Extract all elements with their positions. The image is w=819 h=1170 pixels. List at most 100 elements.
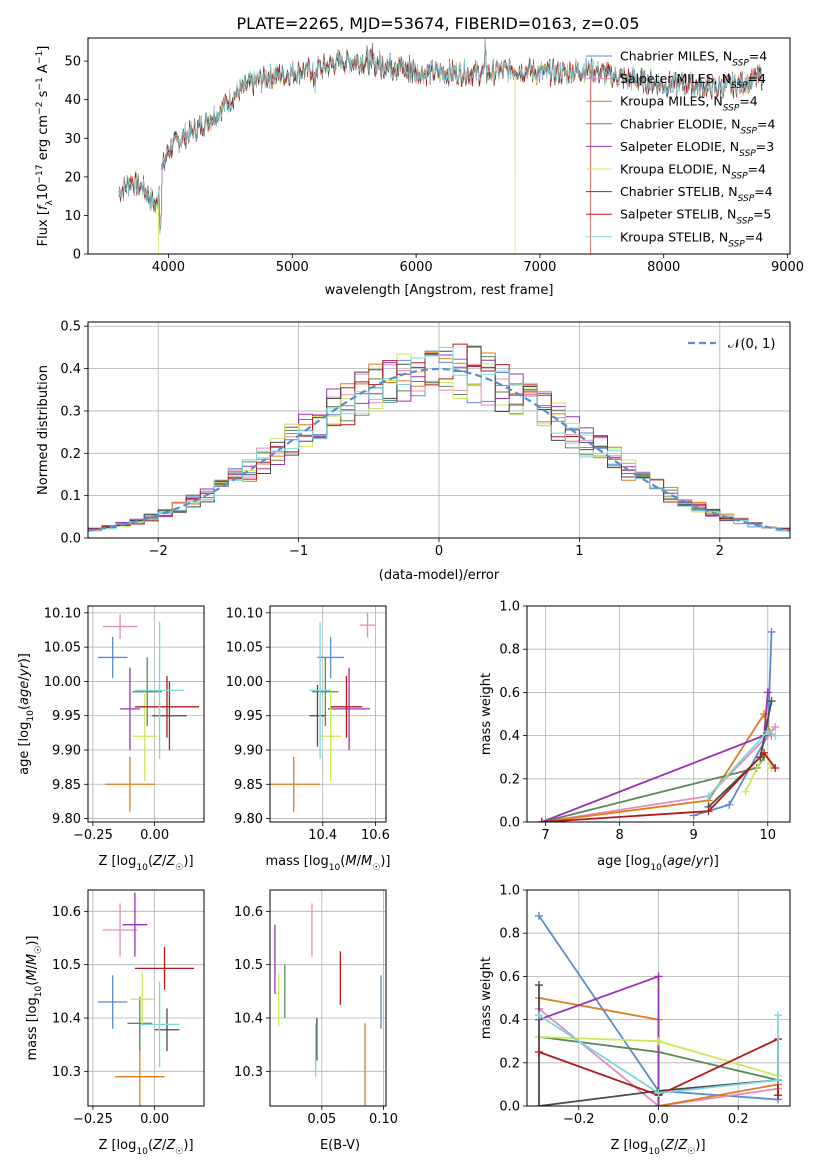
point-marker-salpeter-miles xyxy=(771,722,780,731)
data-point-salpeter-stelib xyxy=(134,675,200,738)
legend-text: Kroupa ELODIE, N xyxy=(620,162,731,177)
x-tick-label: 0.05 xyxy=(307,1112,336,1127)
axes-frame xyxy=(87,889,205,1107)
label-part: / xyxy=(162,854,167,869)
y-tick-label: 9.85 xyxy=(52,778,81,793)
y-tick-label: 30 xyxy=(64,132,81,147)
x-tick-label: 9 xyxy=(690,828,698,843)
label-part: ( xyxy=(340,854,345,869)
data-point-kroupa-elodie xyxy=(320,691,342,781)
point-marker-kroupa-elodie xyxy=(741,787,750,796)
y-tick-label: 9.90 xyxy=(234,744,263,759)
figure-title: PLATE=2265, MJD=53674, FIBERID=0163, z=0… xyxy=(236,14,639,33)
series-line-kroupa-miles xyxy=(541,711,773,822)
point-marker-kroupa-stelib xyxy=(771,731,780,740)
label-part: M xyxy=(361,854,372,869)
data-point-chabrier-elodie xyxy=(127,996,153,1050)
label-part: ☉ xyxy=(34,946,44,954)
label-part: Z xyxy=(152,1138,163,1153)
histogram-kroupa-stelib xyxy=(88,347,790,538)
axes-frame xyxy=(87,605,205,823)
spectrum-line-kroupa-stelib xyxy=(118,38,763,235)
label-part: / xyxy=(691,854,696,869)
y-axis-label: Flux [fλ10−17 erg cm−2 s−1 A−1] xyxy=(35,46,55,247)
label-part: mass [log xyxy=(25,997,40,1060)
residuals-panel: −2 −1 0 1 2 0.0 0.1 0.2 0.3 0.4 0.5 𝒩(0, 1) (data-mo… xyxy=(36,320,791,583)
axes-layer: 0.05 0.10 10.3 10.4 10.5 10.6 xyxy=(234,889,398,1127)
y-tick-label: 0 xyxy=(73,248,81,263)
label-part: ( xyxy=(148,854,153,869)
x-tick-label: 8000 xyxy=(647,260,680,275)
data-point-salpeter-miles xyxy=(102,903,138,957)
y-tick-label: 9.95 xyxy=(234,709,263,724)
y-tick-label: 10.3 xyxy=(234,1065,263,1080)
point-marker-salpeter-stelib xyxy=(760,748,769,757)
point-marker-kroupa-elodie xyxy=(654,1037,663,1046)
point-marker-chabrier-stelib xyxy=(534,981,543,990)
y-tick-label: 0.0 xyxy=(499,1100,520,1115)
y-axis-label: mass weight xyxy=(479,957,494,1039)
legend-label-chabrier-miles: Chabrier MILES, NSSP=4 xyxy=(620,49,767,69)
y-tick-label: 10.6 xyxy=(234,905,263,920)
label-part: ☉ xyxy=(175,1147,183,1157)
y-tick-label: 10.10 xyxy=(44,606,81,621)
x-axis-label: Z [log10(Z/Z☉)] xyxy=(98,854,193,873)
y-axis-label: mass [log10(M/M☉)] xyxy=(25,936,44,1061)
label-part: 10 xyxy=(648,1147,660,1157)
data-point-kroupa-miles xyxy=(270,756,321,812)
legend-subscript: SSP xyxy=(728,239,745,249)
label-part: age xyxy=(17,681,32,705)
legend-label-kroupa-stelib: Kroupa STELIB, NSSP=4 xyxy=(620,229,763,249)
x-axis-label: age [log10(age/yr)] xyxy=(597,854,719,873)
legend-tail: =4 xyxy=(757,116,775,131)
x-axis-label: wavelength [Angstrom, rest frame] xyxy=(325,283,554,298)
label-part: yr xyxy=(17,662,32,678)
y-axis-label: mass weight xyxy=(479,673,494,755)
axes-frame xyxy=(269,889,387,1107)
label-part: 10 xyxy=(36,184,51,201)
y-tick-label: 0.4 xyxy=(499,729,520,744)
legend-text: Kroupa MILES, N xyxy=(620,94,723,109)
y-tick-label: 9.95 xyxy=(52,709,81,724)
axes-layer: −0.25 0.00 10.3 10.4 10.5 10.6 xyxy=(52,889,205,1127)
legend-tail: =4 xyxy=(748,71,766,86)
data-point-chabrier-stelib xyxy=(309,684,326,747)
legend-tail: =4 xyxy=(748,162,766,177)
y-tick-label: 0.3 xyxy=(60,404,81,419)
legend-subscript: SSP xyxy=(736,217,753,227)
series-line-kroupa-stelib xyxy=(538,1014,779,1094)
series-line-salpeter-stelib xyxy=(541,751,776,822)
y-tick-label: 10.3 xyxy=(52,1065,81,1080)
label-part: ] xyxy=(36,46,51,51)
y-tick-label: 10.00 xyxy=(44,675,81,690)
label-part: ( xyxy=(17,705,32,710)
label-part: / xyxy=(17,676,32,681)
point-marker-chabrier-miles xyxy=(767,627,776,636)
legend-label-chabrier-stelib: Chabrier STELIB, NSSP=4 xyxy=(620,184,773,204)
x-tick-label: 7 xyxy=(541,828,549,843)
label-part: )] xyxy=(709,854,719,869)
point-marker-salpeter-stelib xyxy=(704,807,713,816)
y-tick-label: 0.6 xyxy=(499,970,520,985)
label-part: Z [log xyxy=(610,1138,648,1153)
label-part: 10 xyxy=(136,1147,148,1157)
plot-area xyxy=(270,612,376,812)
x-tick-label: −0.25 xyxy=(73,1112,113,1127)
data-point-kroupa-elodie xyxy=(129,972,155,1026)
y-tick-label: 10.05 xyxy=(44,641,81,656)
x-tick-label: 10 xyxy=(760,828,777,843)
data-point-salpeter-elodie xyxy=(122,892,148,957)
data-point-kroupa-stelib xyxy=(139,981,180,1068)
y-tick-label: 0.2 xyxy=(499,772,520,787)
y-tick-label: 0.0 xyxy=(499,816,520,831)
legend-subscript: SSP xyxy=(732,59,749,69)
y-tick-label: 10.10 xyxy=(226,606,263,621)
y-tick-label: 9.80 xyxy=(234,812,263,827)
legend-label-salpeter-stelib: Salpeter STELIB, NSSP=5 xyxy=(620,207,771,227)
label-part: f xyxy=(36,203,51,210)
label-part: age xyxy=(667,854,691,869)
y-tick-label: 0.4 xyxy=(499,1013,520,1028)
label-part: )] xyxy=(183,1138,193,1153)
y-tick-label: 50 xyxy=(64,55,81,70)
x-tick-label: 0.0 xyxy=(648,1112,669,1127)
